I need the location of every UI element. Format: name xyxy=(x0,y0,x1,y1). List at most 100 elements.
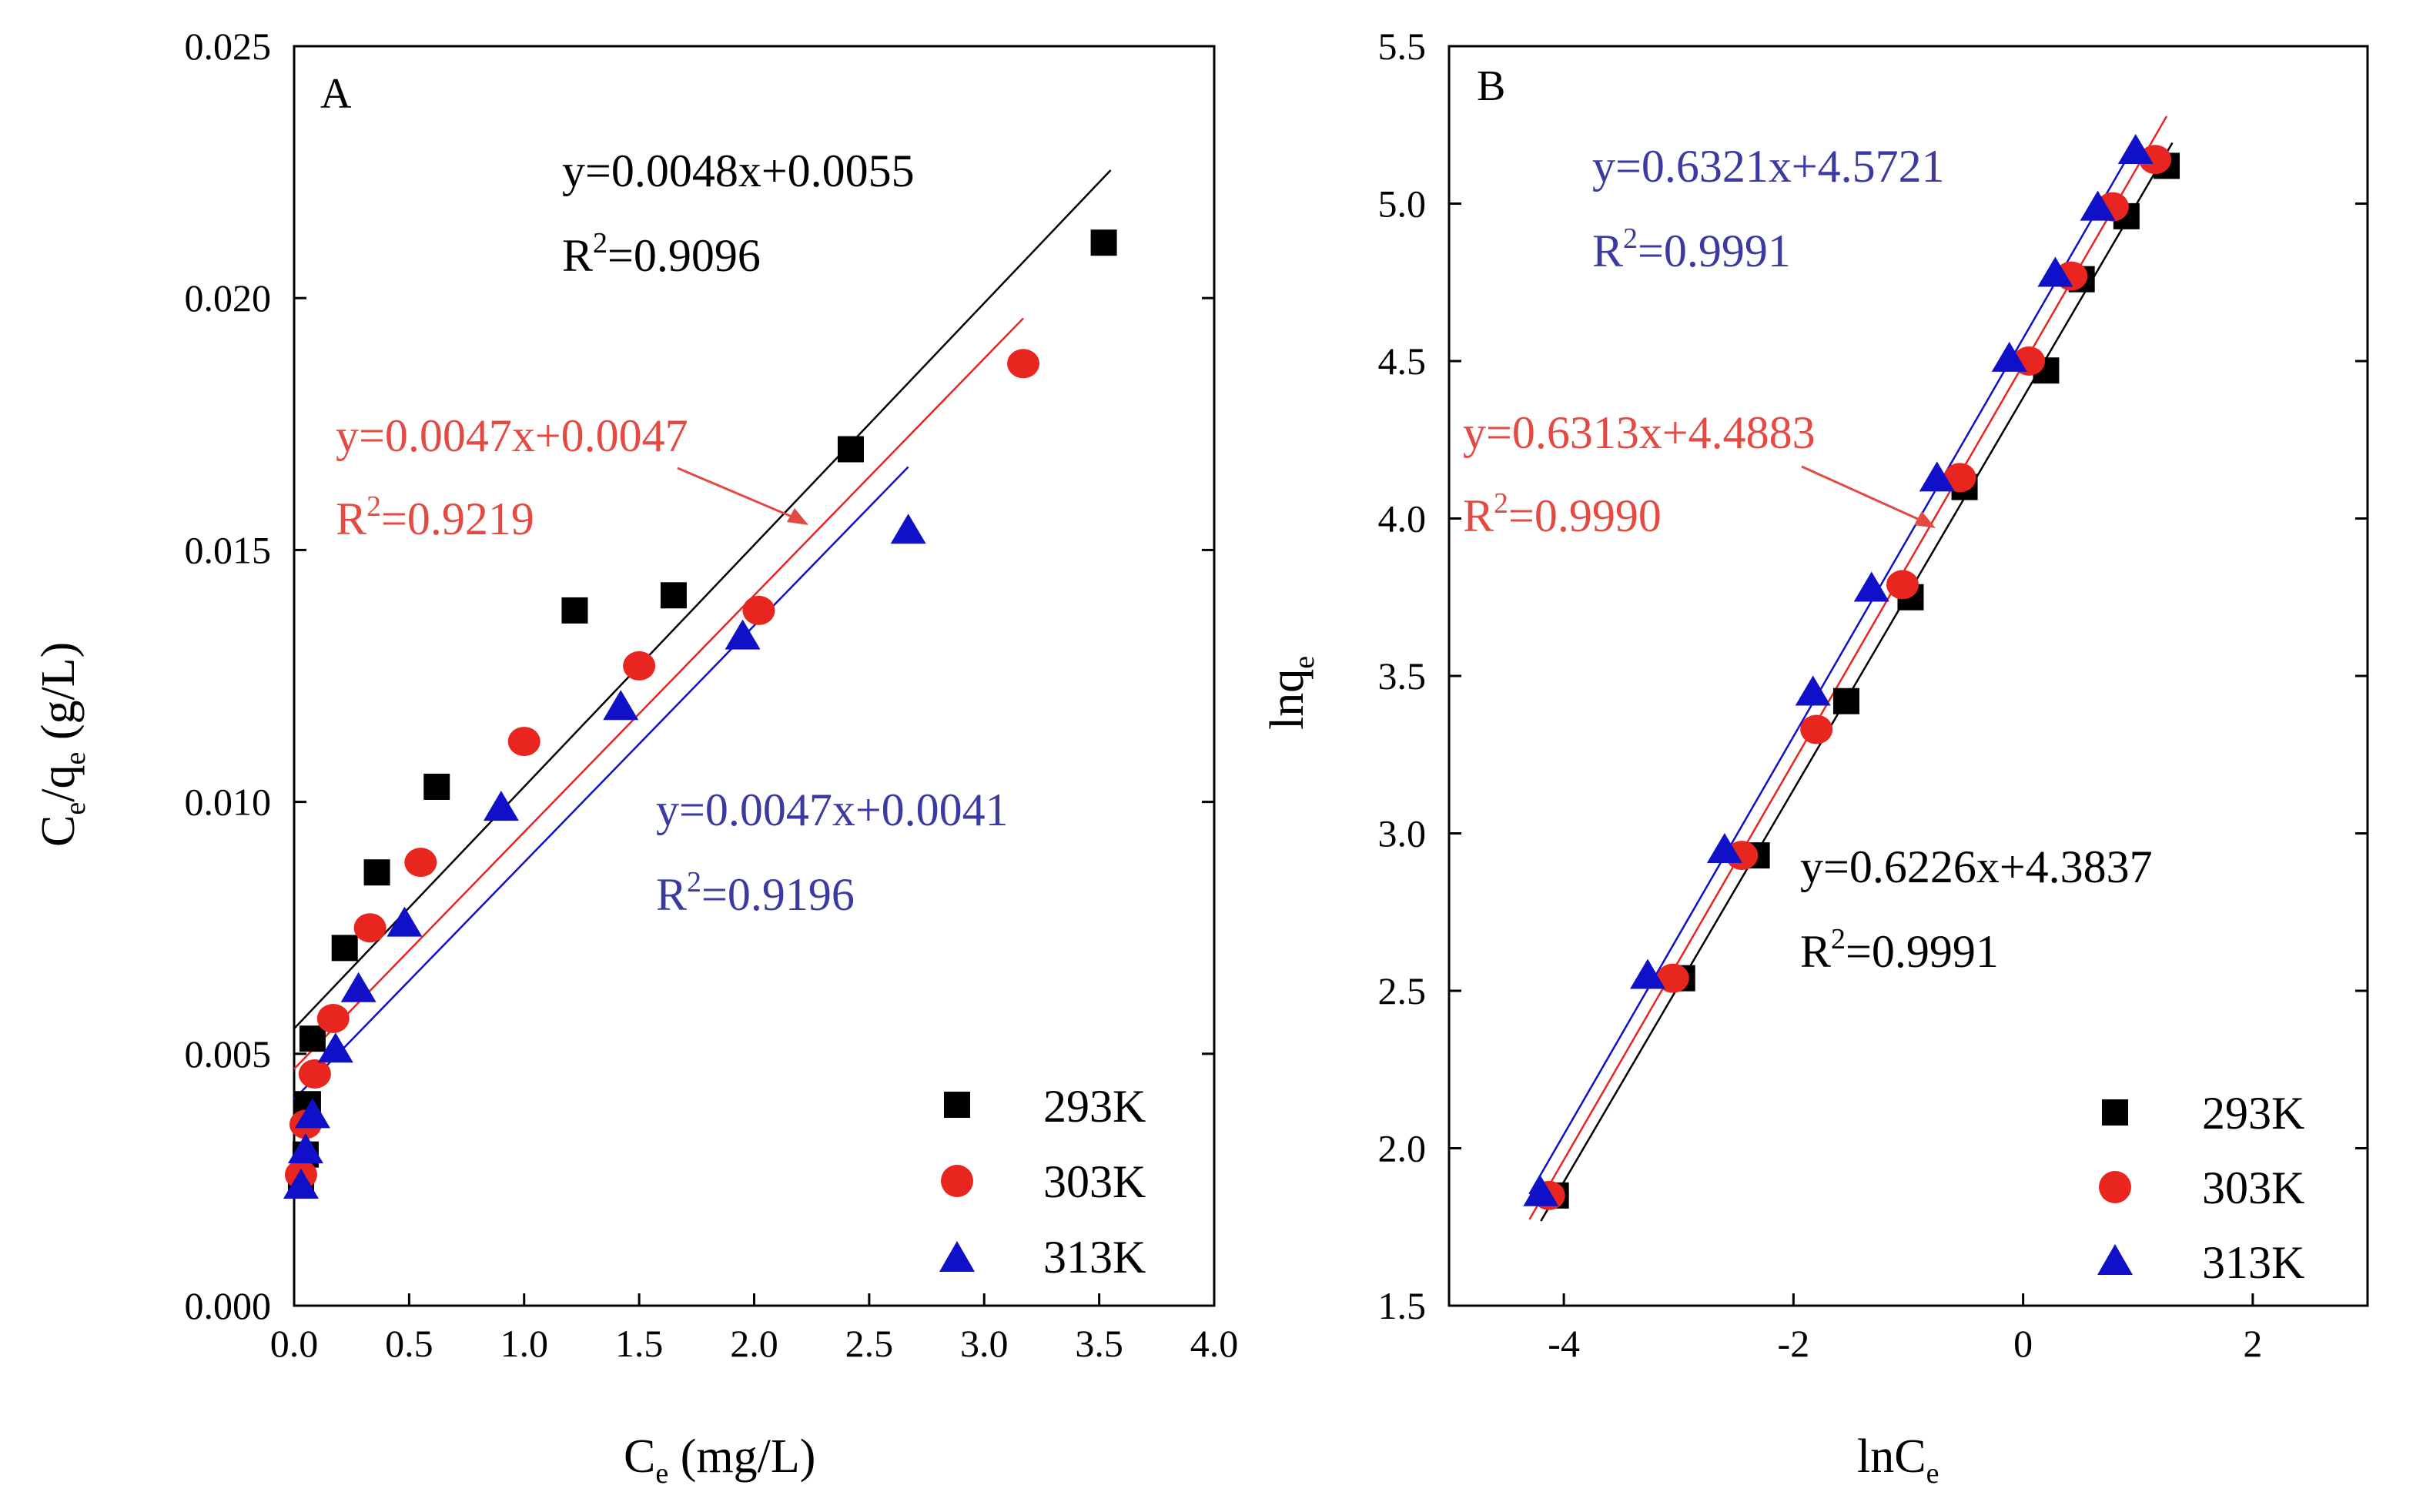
point-313k xyxy=(483,791,519,821)
panel-a-r2-293k: R2=0.9096 xyxy=(562,227,761,281)
y-tick-label: 0.015 xyxy=(185,528,272,571)
panel-b-r2-303k: R2=0.9990 xyxy=(1463,487,1662,541)
panel-a-eq-293k: y=0.0048x+0.0055 xyxy=(562,146,915,196)
x-tick-label: 2.0 xyxy=(730,1322,778,1365)
panel-b-ticks: -4 -2 0 2 1.5 2.0 2.5 3.0 3.5 4.0 4.5 5.0 5.5 xyxy=(1378,25,2368,1365)
panel-a-ylabel: Ce/qe (g/L) xyxy=(32,642,92,847)
panel-b-r2-313k: R2=0.9991 xyxy=(1592,222,1791,276)
point-303k xyxy=(298,1059,331,1089)
legend-303k-marker xyxy=(941,1165,973,1197)
point-313k xyxy=(1919,461,1955,492)
x-tick-label: 2.5 xyxy=(845,1322,894,1365)
point-313k xyxy=(1795,675,1831,706)
point-303k xyxy=(1007,349,1040,379)
panel-b-letter: B xyxy=(1477,62,1505,110)
legend-303k-marker xyxy=(2099,1171,2131,1203)
y-tick-label: 0.010 xyxy=(185,781,272,824)
point-303k xyxy=(1656,963,1689,993)
y-tick-label: 3.0 xyxy=(1378,812,1427,855)
point-303k xyxy=(1943,463,1976,493)
point-303k xyxy=(1800,714,1833,744)
fit-line-303k xyxy=(1528,115,2168,1220)
panel-a: 0.0 0.5 1.0 1.5 2.0 2.5 3.0 3.5 4.0 0.000 0.005 0.0… xyxy=(32,25,1238,1490)
legend-293k-label: 293K xyxy=(2202,1088,2304,1139)
panel-b-eq-303k-arrow xyxy=(1801,465,1929,525)
point-313k xyxy=(1853,571,1889,602)
panel-b-points xyxy=(1523,133,2180,1210)
point-293k xyxy=(1090,229,1117,256)
y-tick-label: 4.5 xyxy=(1378,340,1427,383)
legend-303k-label: 303K xyxy=(2202,1162,2304,1213)
panel-a-r2-303k: R2=0.9219 xyxy=(336,490,534,544)
x-tick-label: 1.0 xyxy=(500,1322,549,1365)
panel-a-letter: A xyxy=(320,70,352,118)
panel-a-eq-313k: y=0.0047x+0.0041 xyxy=(656,784,1009,835)
point-313k xyxy=(603,690,639,721)
point-303k xyxy=(2139,145,2172,175)
legend-293k-marker xyxy=(944,1092,970,1118)
fit-line-303k xyxy=(293,317,1024,1070)
fit-line-293k xyxy=(1540,142,2174,1222)
legend-313k-marker xyxy=(939,1241,975,1272)
panel-a-eq-303k-arrow xyxy=(677,467,802,522)
panel-a-ticks: 0.0 0.5 1.0 1.5 2.0 2.5 3.0 3.5 4.0 0.000 0.005 0.0… xyxy=(185,25,1239,1365)
point-293k xyxy=(299,1025,326,1052)
point-293k xyxy=(363,859,390,886)
point-313k xyxy=(890,513,926,544)
y-tick-label: 1.5 xyxy=(1378,1284,1427,1327)
x-tick-label: 3.0 xyxy=(960,1322,1009,1365)
fit-line-313k xyxy=(293,466,909,1100)
point-313k xyxy=(1706,832,1742,863)
point-293k xyxy=(561,597,588,624)
panel-a-points xyxy=(283,229,1117,1199)
point-293k xyxy=(660,582,687,609)
x-tick-label: -4 xyxy=(1548,1322,1580,1365)
point-293k xyxy=(331,935,358,962)
fit-line-293k xyxy=(293,169,1112,1029)
legend-313k-marker xyxy=(2097,1244,2133,1275)
panel-b-fit-lines xyxy=(1528,115,2174,1222)
x-tick-label: 4.0 xyxy=(1190,1322,1239,1365)
point-303k xyxy=(742,595,775,625)
panel-b-eq-293k: y=0.6226x+4.3837 xyxy=(1800,841,2153,892)
panel-a-eq-303k: y=0.0047x+0.0047 xyxy=(336,410,688,461)
y-tick-label: 2.5 xyxy=(1378,969,1427,1012)
panel-b-eq-303k-arrowhead xyxy=(1914,511,1936,528)
y-tick-label: 0.020 xyxy=(185,276,272,319)
x-tick-label: -2 xyxy=(1778,1322,1810,1365)
panel-b-r2-293k: R2=0.9991 xyxy=(1800,923,1999,977)
point-293k xyxy=(837,436,864,463)
point-313k xyxy=(1991,341,2027,372)
y-tick-label: 0.000 xyxy=(185,1284,272,1327)
y-tick-label: 0.025 xyxy=(185,25,272,68)
point-313k xyxy=(2080,190,2116,221)
point-303k xyxy=(404,848,437,878)
x-tick-label: 0.5 xyxy=(385,1322,433,1365)
legend-313k-label: 313K xyxy=(2202,1237,2304,1288)
y-tick-label: 5.5 xyxy=(1378,25,1427,68)
point-313k xyxy=(283,1168,319,1199)
point-313k xyxy=(317,1032,353,1063)
x-tick-label: 0.0 xyxy=(270,1322,319,1365)
panel-b-ylabel: lnqe xyxy=(1261,656,1320,730)
y-tick-label: 4.0 xyxy=(1378,497,1427,540)
point-313k xyxy=(2117,133,2154,164)
point-313k xyxy=(1523,1176,1559,1206)
panel-a-r2-313k: R2=0.9196 xyxy=(656,866,855,920)
panel-a-xlabel: Ce (mg/L) xyxy=(624,1430,815,1490)
point-313k xyxy=(2037,256,2073,287)
panel-b: -4 -2 0 2 1.5 2.0 2.5 3.0 3.5 4.0 4.5 5.0 5.5 B y=0.… xyxy=(1261,25,2369,1490)
panel-b-xlabel: lnCe xyxy=(1857,1430,1939,1490)
point-303k xyxy=(1886,570,1919,600)
point-303k xyxy=(623,651,656,681)
point-313k xyxy=(725,619,761,650)
point-313k xyxy=(340,972,377,1002)
point-303k xyxy=(316,1003,350,1033)
x-tick-label: 1.5 xyxy=(615,1322,664,1365)
x-tick-label: 3.5 xyxy=(1075,1322,1123,1365)
legend-313k-label: 313K xyxy=(1043,1232,1146,1283)
point-293k xyxy=(423,773,450,800)
x-tick-label: 2 xyxy=(2243,1322,2262,1365)
point-313k xyxy=(294,1098,330,1129)
point-303k xyxy=(507,727,540,757)
